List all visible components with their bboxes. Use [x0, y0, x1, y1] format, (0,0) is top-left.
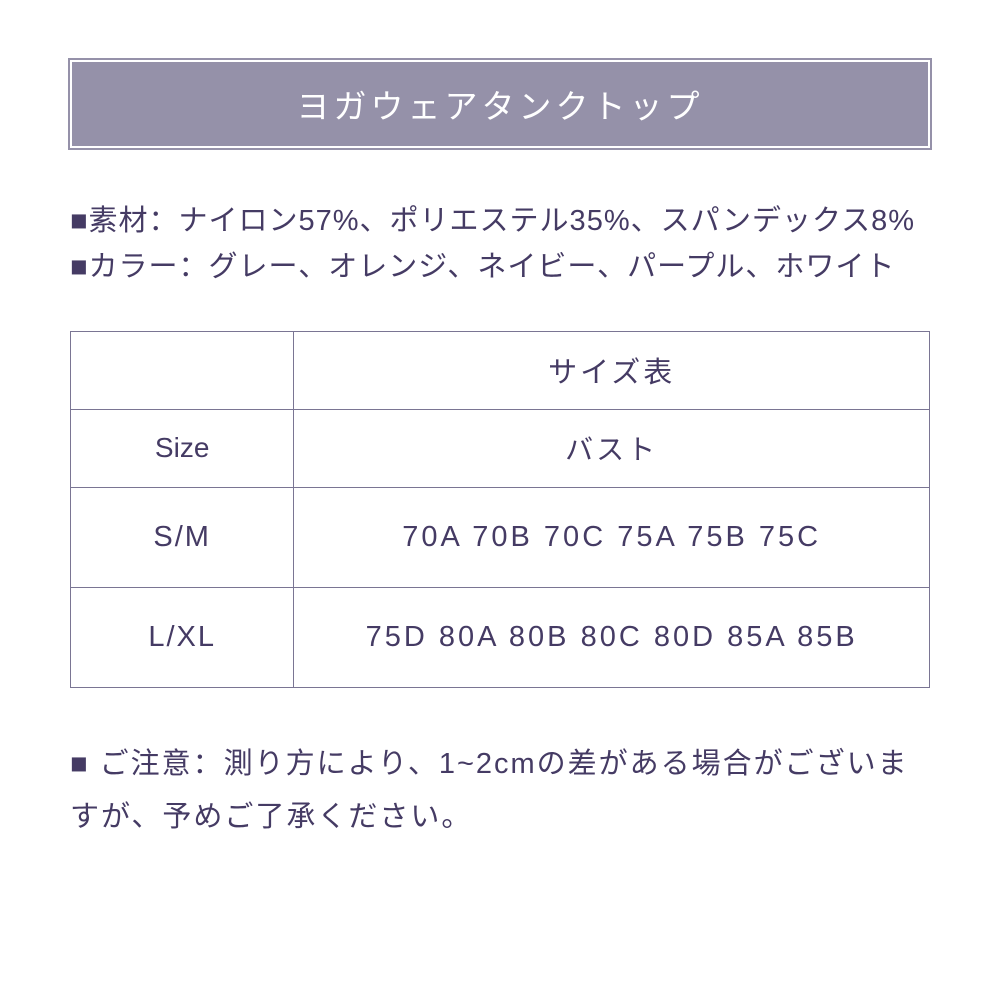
header-blank: [71, 331, 294, 409]
header-title: サイズ表: [294, 331, 930, 409]
size-table: サイズ表 Size バスト S/M 70A 70B 70C 75A 75B 75…: [70, 331, 930, 688]
note-text: ■ ご注意：測り方により、1~2cmの差がある場合がございますが、予めご了承くだ…: [70, 738, 930, 845]
col-bust-label: バスト: [294, 409, 930, 487]
table-row: L/XL 75D 80A 80B 80C 80D 85A 85B: [71, 587, 930, 687]
col-size-label: Size: [71, 409, 294, 487]
color-line: ■カラー：グレー、オレンジ、ネイビー、パープル、ホワイト: [70, 244, 930, 290]
table-row: S/M 70A 70B 70C 75A 75B 75C: [71, 487, 930, 587]
product-info: ■素材：ナイロン57%、ポリエステル35%、スパンデックス8% ■カラー：グレー…: [70, 198, 930, 291]
table-header-row: サイズ表: [71, 331, 930, 409]
table-label-row: Size バスト: [71, 409, 930, 487]
bust-cell: 75D 80A 80B 80C 80D 85A 85B: [294, 587, 930, 687]
material-line: ■素材：ナイロン57%、ポリエステル35%、スパンデックス8%: [70, 198, 930, 244]
product-title-banner: ヨガウェアタンクトップ: [70, 60, 930, 148]
bust-cell: 70A 70B 70C 75A 75B 75C: [294, 487, 930, 587]
size-cell: L/XL: [71, 587, 294, 687]
size-cell: S/M: [71, 487, 294, 587]
